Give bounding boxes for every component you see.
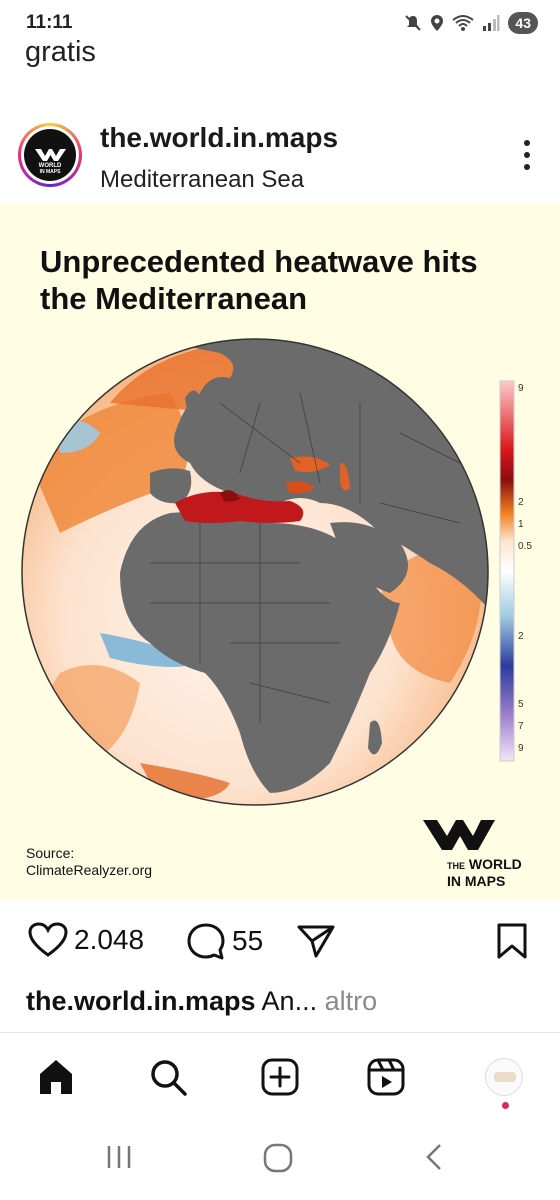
- brand-watermark: THE WORLD IN MAPS: [423, 818, 523, 889]
- reels-icon[interactable]: [366, 1057, 406, 1097]
- caption-more-link[interactable]: altro: [317, 986, 378, 1016]
- legend-tick: 0.5: [518, 541, 532, 552]
- comment-count: 55: [232, 925, 264, 956]
- caption-username[interactable]: the.world.in.maps: [26, 986, 256, 1016]
- save-action[interactable]: [496, 922, 528, 960]
- status-icons: 43: [404, 12, 538, 34]
- system-back-button[interactable]: [420, 1142, 450, 1177]
- like-action[interactable]: 2.048: [28, 922, 144, 958]
- post-image-headline: Unprecedented heatwave hits the Mediterr…: [40, 244, 478, 316]
- like-count: 2.048: [74, 924, 145, 955]
- search-icon[interactable]: [148, 1057, 188, 1097]
- legend-bar: [499, 380, 515, 762]
- bottom-nav: [0, 1032, 560, 1122]
- post-caption[interactable]: the.world.in.maps An... altro: [26, 986, 377, 1017]
- wm-logo-icon: [423, 820, 495, 850]
- comment-action[interactable]: 55: [186, 922, 263, 960]
- legend-tick: 7: [518, 721, 524, 732]
- account-avatar[interactable]: WORLD IN MAPS: [18, 123, 82, 187]
- svg-text:WORLD: WORLD: [39, 163, 62, 169]
- home-icon[interactable]: [36, 1057, 76, 1097]
- account-name[interactable]: the.world.in.maps: [100, 122, 339, 153]
- signal-icon: [483, 15, 500, 31]
- logo-text-small: THE: [447, 861, 465, 871]
- send-icon[interactable]: [296, 922, 336, 960]
- caption-text: An: [255, 986, 295, 1016]
- caption-ellipsis: ...: [294, 986, 318, 1016]
- legend-tick: 2: [518, 497, 524, 508]
- mute-icon: [405, 15, 422, 31]
- logo-text-line2: IN MAPS: [447, 873, 506, 889]
- back-icon[interactable]: [420, 1142, 450, 1172]
- legend-tick: 1: [518, 519, 524, 530]
- legend-tick: 9: [518, 743, 524, 754]
- post-header: WORLD IN MAPS the.world.in.maps Mediterr…: [0, 118, 560, 200]
- comment-icon[interactable]: [186, 922, 226, 960]
- top-title: gratis: [25, 36, 96, 68]
- nav-profile[interactable]: [482, 1055, 526, 1099]
- heart-icon[interactable]: [28, 922, 68, 958]
- home-circle-icon[interactable]: [262, 1142, 294, 1174]
- nav-home[interactable]: [34, 1055, 78, 1099]
- source-credit: Source: ClimateRealyzer.org: [26, 845, 152, 879]
- create-icon[interactable]: [260, 1057, 300, 1097]
- nav-reels[interactable]: [364, 1055, 408, 1099]
- nav-create[interactable]: [258, 1055, 302, 1099]
- system-nav: [0, 1122, 560, 1200]
- globe-map: [21, 338, 515, 806]
- notification-dot: [502, 1102, 509, 1109]
- legend-tick: 9: [518, 383, 524, 394]
- source-label: Source:: [26, 845, 75, 861]
- profile-avatar[interactable]: [485, 1058, 523, 1096]
- more-options-icon[interactable]: [522, 140, 532, 176]
- status-time: 11:11: [26, 12, 73, 33]
- post-location[interactable]: Mediterranean Sea: [100, 166, 305, 193]
- system-home-button[interactable]: [262, 1142, 294, 1179]
- status-bar: 11:11 43: [0, 0, 560, 40]
- recent-apps-icon[interactable]: [104, 1142, 134, 1172]
- wifi-icon: [452, 15, 475, 31]
- nav-search[interactable]: [146, 1055, 190, 1099]
- bookmark-icon[interactable]: [496, 922, 528, 960]
- recent-apps-button[interactable]: [104, 1142, 134, 1177]
- logo-text-line1: WORLD: [468, 856, 522, 872]
- location-icon: [431, 15, 444, 31]
- legend-tick: 5: [518, 699, 524, 710]
- brand-logo-icon: WORLD IN MAPS: [24, 129, 76, 181]
- source-value: ClimateRealyzer.org: [26, 862, 153, 878]
- share-action[interactable]: [296, 922, 336, 960]
- post-image[interactable]: Unprecedented heatwave hits the Mediterr…: [0, 203, 560, 900]
- svg-text:IN MAPS: IN MAPS: [40, 169, 62, 175]
- battery-badge: 43: [508, 12, 538, 34]
- legend-tick: 2: [518, 631, 524, 642]
- post-actions: 2.048 55: [0, 922, 560, 966]
